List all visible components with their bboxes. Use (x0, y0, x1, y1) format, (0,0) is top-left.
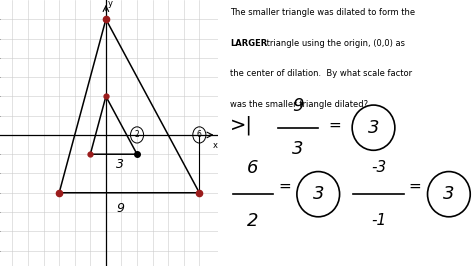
Text: =: = (278, 179, 291, 194)
Text: 2: 2 (247, 212, 259, 230)
Text: -3: -3 (371, 160, 386, 175)
Text: =: = (328, 118, 341, 132)
Text: the center of dilation.  By what scale factor: the center of dilation. By what scale fa… (230, 69, 412, 78)
Text: The smaller triangle was dilated to form the: The smaller triangle was dilated to form… (230, 8, 415, 17)
Text: 3: 3 (443, 185, 455, 203)
Text: >|: >| (230, 115, 253, 135)
Text: triangle using the origin, (0,0) as: triangle using the origin, (0,0) as (264, 39, 405, 48)
Text: =: = (409, 179, 421, 194)
Text: was the smaller triangle dilated?: was the smaller triangle dilated? (230, 100, 368, 109)
Text: y: y (108, 0, 113, 8)
Text: 2: 2 (135, 130, 139, 139)
Text: 9: 9 (292, 97, 304, 115)
Text: 6: 6 (247, 159, 259, 177)
Text: 3: 3 (368, 119, 379, 137)
Text: 9: 9 (116, 202, 124, 215)
Text: 3: 3 (312, 185, 324, 203)
Text: 3: 3 (116, 158, 124, 171)
Text: 3: 3 (292, 140, 304, 158)
Text: x: x (213, 141, 218, 150)
Text: 6: 6 (197, 130, 202, 139)
Text: LARGER: LARGER (230, 39, 267, 48)
Text: -1: -1 (371, 213, 386, 228)
